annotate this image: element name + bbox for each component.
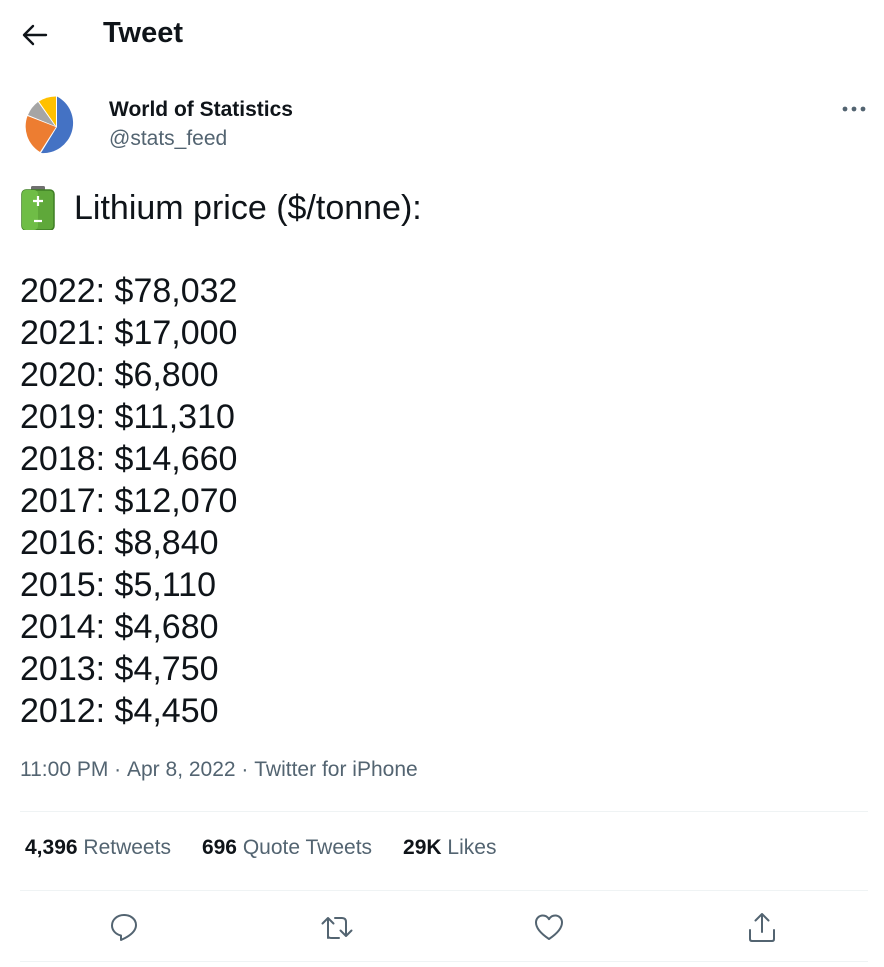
like-button[interactable] bbox=[527, 905, 571, 949]
price-line-2021: 2021: $17,000 bbox=[20, 314, 238, 352]
quote-tweets-count: 696 bbox=[201, 836, 237, 859]
pie-chart-avatar-icon bbox=[24, 95, 87, 158]
share-button[interactable] bbox=[740, 905, 784, 949]
back-button[interactable] bbox=[18, 18, 52, 52]
tweet-actions bbox=[0, 905, 884, 950]
price-line-2013: 2013: $4,750 bbox=[20, 650, 219, 688]
price-line-2020: 2020: $6,800 bbox=[20, 356, 219, 394]
price-line-2016: 2016: $8,840 bbox=[20, 524, 219, 562]
price-line-2022: 2022: $78,032 bbox=[20, 272, 238, 310]
price-line-2014: 2014: $4,680 bbox=[20, 608, 219, 646]
reply-button[interactable] bbox=[102, 905, 146, 949]
retweets-count: 4,396 bbox=[25, 836, 78, 859]
tweet-source[interactable]: Twitter for iPhone bbox=[254, 758, 418, 781]
tweet-meta: 11:00 PM · Apr 8, 2022 · Twitter for iPh… bbox=[20, 758, 418, 782]
tweet-date[interactable]: Apr 8, 2022 bbox=[127, 758, 236, 781]
author-name[interactable]: World of Statistics bbox=[109, 98, 293, 121]
more-options-button[interactable] bbox=[839, 97, 869, 121]
arrow-left-icon bbox=[22, 24, 48, 46]
tweet-text: Lithium price ($/tonne): 2022: $78,032 2… bbox=[20, 186, 870, 732]
battery-emoji-icon bbox=[21, 186, 55, 230]
more-dots-icon bbox=[842, 106, 866, 112]
price-line-2019: 2019: $11,310 bbox=[20, 398, 235, 436]
quote-tweets-stat[interactable]: 696 Quote Tweets bbox=[202, 836, 372, 860]
header: Tweet bbox=[0, 0, 884, 68]
tweet-heading-line: Lithium price ($/tonne): bbox=[20, 186, 870, 230]
quote-tweets-label: Quote Tweets bbox=[242, 836, 373, 859]
likes-label: Likes bbox=[447, 836, 497, 859]
divider bbox=[20, 890, 868, 891]
price-line-2018: 2018: $14,660 bbox=[20, 440, 238, 478]
likes-count: 29K bbox=[403, 836, 442, 859]
price-list: 2022: $78,032 2021: $17,000 2020: $6,800… bbox=[20, 270, 870, 732]
price-line-2017: 2017: $12,070 bbox=[20, 482, 238, 520]
page-title: Tweet bbox=[103, 17, 184, 49]
meta-separator: · bbox=[235, 758, 255, 781]
retweets-stat[interactable]: 4,396 Retweets bbox=[25, 836, 171, 860]
divider bbox=[20, 811, 868, 812]
retweet-button[interactable] bbox=[315, 905, 359, 949]
retweets-label: Retweets bbox=[83, 836, 171, 859]
tweet-time[interactable]: 11:00 PM bbox=[20, 758, 109, 781]
share-icon bbox=[749, 913, 775, 942]
reply-icon bbox=[111, 914, 137, 941]
tweet-heading: Lithium price ($/tonne): bbox=[74, 189, 422, 227]
meta-separator: · bbox=[108, 758, 127, 781]
tweet-stats: 4,396 Retweets 696 Quote Tweets 29K Like… bbox=[25, 836, 527, 860]
avatar[interactable] bbox=[24, 95, 87, 158]
price-line-2012: 2012: $4,450 bbox=[20, 692, 219, 730]
likes-stat[interactable]: 29K Likes bbox=[403, 836, 496, 860]
retweet-icon bbox=[321, 917, 353, 939]
heart-icon bbox=[535, 914, 563, 940]
author-handle[interactable]: @stats_feed bbox=[109, 127, 228, 150]
price-line-2015: 2015: $5,110 bbox=[20, 566, 216, 604]
divider bbox=[20, 961, 868, 962]
tweet-author: World of Statistics @stats_feed bbox=[24, 95, 874, 160]
